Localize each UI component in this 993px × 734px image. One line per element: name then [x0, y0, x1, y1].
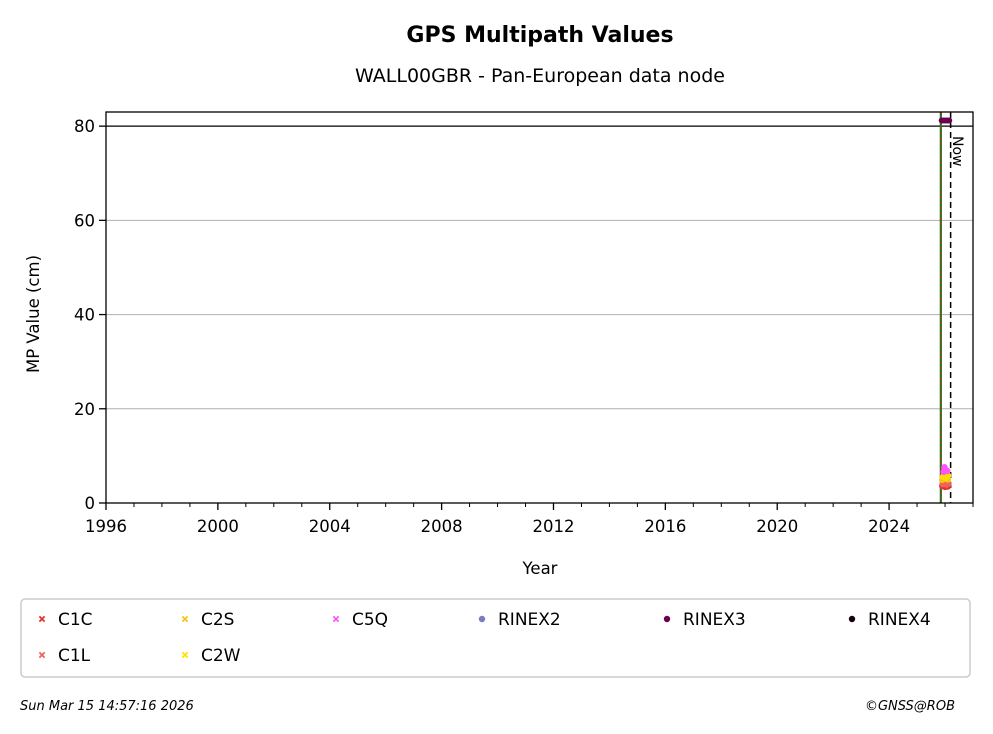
- legend-label-rinex3: RINEX3: [683, 610, 746, 630]
- x-tick-label: 2020: [756, 517, 798, 536]
- legend-marker-c2w: [181, 651, 189, 659]
- y-tick-label: 20: [74, 400, 95, 419]
- legend-item-c2s: C2S: [181, 610, 234, 630]
- y-tick-label: 80: [74, 117, 95, 136]
- legend-label-rinex2: RINEX2: [498, 610, 561, 630]
- x-axis-label: Year: [522, 559, 558, 578]
- point-c2w: [944, 472, 952, 479]
- x-tick-label: 2024: [868, 517, 910, 536]
- legend: C1C C1L C2S C2W C5Q RINEX2 RINEX3 RINEX4: [38, 610, 931, 666]
- legend-item-rinex4: RINEX4: [848, 610, 931, 630]
- legend-label-c5q: C5Q: [352, 610, 388, 630]
- point-c5q: [941, 463, 948, 471]
- x-axis-ticks: 1996 2000 2004 2008 2012 2016 2020 2024: [85, 503, 974, 536]
- x-tick-label: 2008: [421, 517, 463, 536]
- footer-timestamp: Sun Mar 15 14:57:16 2026: [20, 699, 194, 714]
- legend-marker-c1c: [38, 615, 46, 623]
- x-tick-label: 2004: [309, 517, 351, 536]
- legend-item-c2w: C2W: [181, 646, 241, 666]
- legend-item-c1c: C1C: [38, 610, 93, 630]
- legend-item-c1l: C1L: [38, 646, 91, 666]
- x-tick-label: 2012: [532, 517, 574, 536]
- legend-label-c1l: C1L: [58, 646, 91, 666]
- point-rinex3: [946, 117, 953, 124]
- legend-marker-c2s: [181, 615, 189, 623]
- legend-label-c2s: C2S: [201, 610, 234, 630]
- now-label: Now: [949, 136, 965, 167]
- y-axis-ticks: 0 20 40 60 80: [74, 117, 106, 513]
- legend-box: [20, 598, 971, 678]
- grid-layer: [106, 219, 973, 410]
- data-points: [938, 117, 953, 491]
- legend-item-c5q: C5Q: [332, 610, 388, 630]
- reference-lines: [106, 112, 973, 503]
- legend-label-c2w: C2W: [201, 646, 241, 666]
- x-tick-label: 2016: [644, 517, 686, 536]
- legend-marker-rinex3: [663, 615, 671, 623]
- x-tick-label: 1996: [85, 517, 127, 536]
- y-axis-label: MP Value (cm): [24, 255, 43, 373]
- plot-frame: [105, 111, 974, 504]
- legend-item-rinex2: RINEX2: [478, 610, 561, 630]
- chart-title: GPS Multipath Values: [406, 23, 673, 48]
- y-tick-label: 0: [85, 494, 96, 513]
- legend-item-rinex3: RINEX3: [663, 610, 746, 630]
- legend-marker-rinex4: [848, 615, 856, 623]
- y-tick-label: 40: [74, 306, 95, 325]
- legend-marker-c5q: [332, 615, 340, 623]
- legend-marker-c1l: [38, 651, 46, 659]
- legend-label-c1c: C1C: [58, 610, 93, 630]
- footer-copyright: ©GNSS@ROB: [865, 699, 955, 714]
- legend-label-rinex4: RINEX4: [868, 610, 931, 630]
- legend-marker-rinex2: [478, 615, 486, 623]
- chart-subtitle: WALL00GBR - Pan-European data node: [355, 65, 725, 87]
- y-tick-label: 60: [74, 211, 95, 230]
- x-tick-label: 2000: [197, 517, 239, 536]
